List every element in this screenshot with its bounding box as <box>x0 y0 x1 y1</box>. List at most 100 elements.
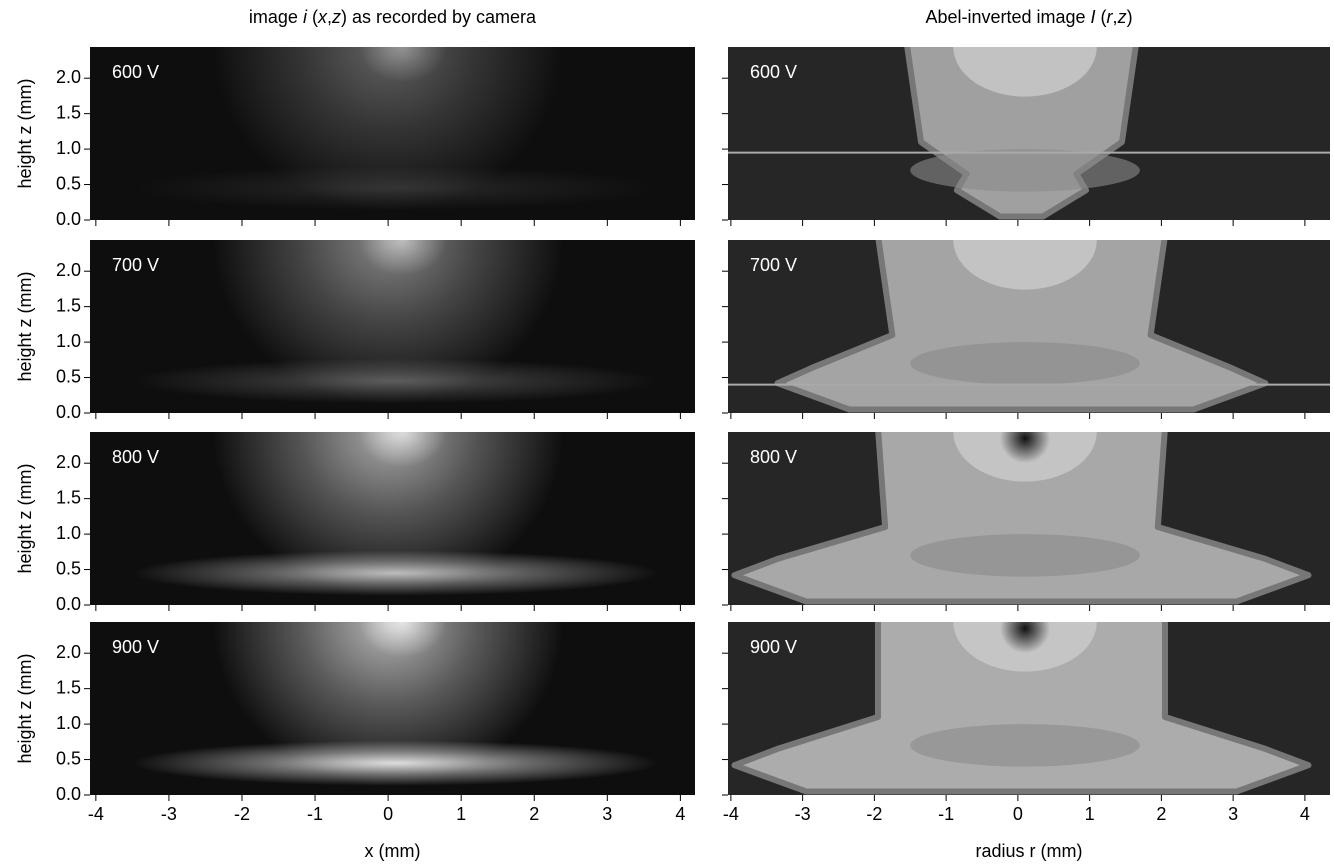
title-part: Abel-inverted image <box>925 7 1090 27</box>
band <box>132 165 659 211</box>
dark-core <box>999 432 1051 464</box>
inner-shade <box>910 724 1140 767</box>
panel: 700 V <box>722 240 1330 419</box>
plasma-shape <box>731 432 1312 605</box>
x-tick-label: 4 <box>1300 804 1310 824</box>
panel-label: 900 V <box>750 637 797 657</box>
dark-core <box>999 622 1051 654</box>
glow <box>358 240 447 276</box>
x-tick-label: 1 <box>1085 804 1095 824</box>
panel-label: 800 V <box>750 447 797 467</box>
panel-label: 600 V <box>750 62 797 82</box>
x-tick-label: -3 <box>161 804 177 824</box>
column-title: image i (x,z) as recorded by camera <box>249 7 537 27</box>
bright-top <box>953 240 1097 290</box>
x-tick-label: 1 <box>456 804 466 824</box>
plasma-shape <box>774 240 1269 413</box>
title-part: i <box>303 7 308 27</box>
y-tick-label: 0.5 <box>56 748 81 768</box>
title-part: r <box>1107 7 1114 27</box>
glow <box>358 622 447 658</box>
image <box>90 622 695 795</box>
title-part: , <box>327 7 332 27</box>
image <box>728 432 1330 605</box>
y-tick-label: 1.5 <box>56 487 81 507</box>
panel: 900 V -4 -3 -2 -1 0 1 2 3 4 <box>722 622 1330 824</box>
band <box>132 550 659 596</box>
y-axis-label: height z (mm) <box>15 271 35 381</box>
y-tick-label: 0.0 <box>56 209 81 229</box>
panel-label: 600 V <box>112 62 159 82</box>
y-tick-label: 0.0 <box>56 594 81 614</box>
title-part: image <box>249 7 303 27</box>
y-tick-label: 1.0 <box>56 331 81 351</box>
x-tick-label: -4 <box>723 804 739 824</box>
image <box>728 622 1330 795</box>
x-tick-label: 2 <box>1156 804 1166 824</box>
y-tick-label: 2.0 <box>56 260 81 280</box>
inner-shade <box>910 534 1140 577</box>
image <box>728 240 1330 413</box>
band <box>132 358 659 404</box>
y-tick-label: 0.5 <box>56 173 81 193</box>
title-part: ) <box>1127 7 1133 27</box>
x-tick-label: -4 <box>88 804 104 824</box>
y-tick-label: 1.0 <box>56 713 81 733</box>
x-tick-label: -1 <box>307 804 323 824</box>
y-axis-label: height z (mm) <box>15 463 35 573</box>
panel: 700 V 0.0 0.5 1.0 1.5 2.0 height z (mm) <box>15 240 695 422</box>
column-title: Abel-inverted image I (r,z) <box>925 7 1132 27</box>
bright-top <box>953 47 1097 97</box>
title-part: I <box>1091 7 1096 27</box>
image <box>90 47 695 220</box>
image <box>90 240 695 413</box>
x-tick-label: 3 <box>602 804 612 824</box>
panel: 600 V 0.0 0.5 1.0 1.5 2.0 height z (mm) <box>15 47 695 229</box>
x-tick-label: 0 <box>1013 804 1023 824</box>
title-part: z <box>331 7 341 27</box>
y-tick-label: 1.5 <box>56 295 81 315</box>
y-tick-label: 1.0 <box>56 523 81 543</box>
title-part: ( <box>1096 7 1107 27</box>
y-tick-label: 2.0 <box>56 67 81 87</box>
y-tick-label: 1.0 <box>56 138 81 158</box>
title-part: z <box>1117 7 1127 27</box>
y-axis-label: height z (mm) <box>15 653 35 763</box>
panel-label: 700 V <box>112 255 159 275</box>
title-part: ( <box>307 7 318 27</box>
band <box>132 740 659 786</box>
inner-shade <box>910 342 1140 385</box>
inner-shade <box>910 149 1140 192</box>
glow <box>358 47 447 83</box>
y-tick-label: 0.5 <box>56 366 81 386</box>
y-tick-label: 0.0 <box>56 402 81 422</box>
panel: 800 V <box>722 432 1330 611</box>
panel: 600 V <box>722 47 1330 226</box>
x-tick-label: 0 <box>383 804 393 824</box>
plasma-shape <box>731 622 1312 795</box>
y-tick-label: 1.5 <box>56 102 81 122</box>
y-tick-label: 1.5 <box>56 677 81 697</box>
panel-label: 900 V <box>112 637 159 657</box>
x-tick-label: -2 <box>234 804 250 824</box>
x-tick-label: -3 <box>795 804 811 824</box>
x-tick-label: -2 <box>866 804 882 824</box>
panel: 900 V 0.0 0.5 1.0 1.5 2.0 -4 -3 -2 -1 0 1 2 3 4 height … <box>15 622 695 824</box>
x-tick-label: 3 <box>1228 804 1238 824</box>
x-tick-label: -1 <box>938 804 954 824</box>
glow <box>358 432 447 468</box>
panel-label: 700 V <box>750 255 797 275</box>
panel: 800 V 0.0 0.5 1.0 1.5 2.0 height z (mm) <box>15 432 695 614</box>
image <box>90 432 695 605</box>
x-axis-label: x (mm) <box>365 841 421 861</box>
title-part: ) as recorded by camera <box>341 7 537 27</box>
x-tick-label: 2 <box>529 804 539 824</box>
y-tick-label: 2.0 <box>56 642 81 662</box>
panel-label: 800 V <box>112 447 159 467</box>
y-tick-label: 2.0 <box>56 452 81 472</box>
y-tick-label: 0.0 <box>56 784 81 804</box>
x-tick-label: 4 <box>675 804 685 824</box>
title-part: x <box>317 7 328 27</box>
